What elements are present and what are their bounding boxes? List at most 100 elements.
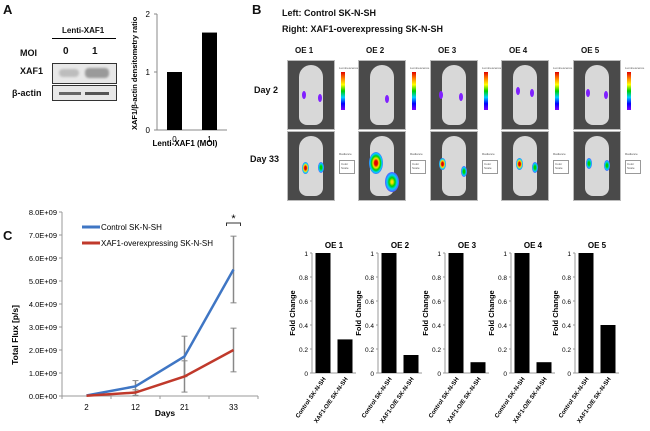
flux-series-xaf1: [86, 348, 235, 398]
fold-ytick-label: 0.8: [498, 275, 507, 282]
mouse-image: [573, 60, 621, 130]
flux-series-control: [86, 268, 235, 397]
color-scale-box: Color Scale: [339, 160, 355, 174]
mouse-image: [358, 60, 406, 130]
wb-row-xaf1: XAF1: [20, 66, 44, 76]
luminescence-scale-bar: [627, 72, 631, 110]
significance-star: *: [231, 213, 236, 225]
wb-moi-0: 0: [63, 46, 69, 57]
fold-ytick-label: 0: [503, 371, 507, 378]
scale-label: Luminescence: [410, 66, 430, 70]
radiance-label: Radiance: [625, 152, 638, 156]
bioluminescence-signal: [461, 166, 467, 177]
fold-ytick-label: 0.8: [562, 275, 571, 282]
fold-chart-title: OE 1: [325, 241, 344, 250]
bioluminescence-signal: [532, 162, 538, 173]
fold-chart-title: OE 5: [588, 241, 607, 250]
densitometry-ytick-label: 0: [146, 126, 151, 135]
bioluminescence-signal: [530, 89, 534, 97]
flux-ytick-label: 8.0E+09: [29, 208, 57, 217]
fold-ytick-label: 0.2: [365, 347, 374, 354]
mouse-silhouette: [370, 65, 394, 125]
densitometry-xtick-label: 1: [207, 135, 212, 144]
wb-header: Lenti-XAF1: [62, 26, 105, 35]
wb-moi-1: 1: [92, 46, 98, 57]
fold-ytick-label: 0.2: [562, 347, 571, 354]
densitometry-ylabel: XAF1/β-actin densitometry ratio: [130, 16, 139, 130]
column-title-oe1: OE 1: [295, 46, 314, 55]
row-label-day33: Day 33: [250, 154, 280, 164]
wb-band-actin-0: [59, 92, 81, 95]
fold-ytick-label: 0.4: [498, 323, 507, 330]
total-flux-chart: Total Flux [p/s] Days Control SK-N-SH XA…: [10, 208, 259, 418]
flux-ytick-label: 7.0E+09: [29, 231, 57, 240]
flux-ytick-label: 3.0E+09: [29, 323, 57, 332]
fold-ytick-label: 0: [304, 371, 308, 378]
fold-ytick-label: 0: [437, 371, 441, 378]
bioluminescence-signal: [318, 94, 322, 102]
wb-band-xaf1-0: [59, 69, 79, 77]
fold-bar: [381, 253, 397, 373]
panel-b-letter: B: [252, 2, 262, 17]
panel-a-letter: A: [3, 2, 13, 17]
color-scale-box: Color Scale: [482, 160, 498, 174]
fold-ylabel: Fold Change: [421, 290, 430, 335]
fold-chart-title: OE 2: [391, 241, 410, 250]
row-label-day2: Day 2: [254, 85, 279, 95]
radiance-label: Radiance: [410, 152, 423, 156]
fold-ytick-label: 0.2: [299, 347, 308, 354]
color-scale-box: Color Scale: [553, 160, 569, 174]
densitometry-ytick-label: 1: [146, 68, 151, 77]
scale-label: Luminescence: [625, 66, 645, 70]
fold-ytick-label: 0.6: [498, 299, 507, 306]
fold-ytick-label: 0.6: [432, 299, 441, 306]
radiance-label: Radiance: [482, 152, 495, 156]
densitometry-ytick-label: 2: [146, 10, 151, 19]
column-title-oe5: OE 5: [581, 46, 600, 55]
fold-ytick-label: 0.2: [432, 347, 441, 354]
fold-ytick-label: 0.6: [562, 299, 571, 306]
fold-ytick-label: 0.4: [365, 323, 374, 330]
fold-ytick-label: 0: [370, 371, 374, 378]
fold-ytick-label: 1: [567, 251, 571, 258]
color-scale-box: Color Scale: [625, 160, 641, 174]
flux-ytick-label: 2.0E+09: [29, 346, 57, 355]
mouse-image: [573, 131, 621, 201]
mouse-image: [358, 131, 406, 201]
fold-ytick-label: 0.6: [365, 299, 374, 306]
bioluminescence-signal: [302, 91, 306, 99]
densitometry-xlabel: Lenti-XAF1 (MOI): [153, 139, 218, 148]
fold-bar: [448, 253, 464, 373]
wb-row-actin: β-actin: [12, 88, 42, 98]
luminescence-scale-bar: [484, 72, 488, 110]
fold-ylabel: Fold Change: [551, 290, 560, 335]
fold-chart-title: OE 3: [458, 241, 477, 250]
flux-ylabel: Total Flux [p/s]: [10, 305, 20, 365]
bioluminescence-signal: [586, 158, 592, 169]
fold-bar: [536, 362, 552, 373]
fold-ytick-label: 0.2: [498, 347, 507, 354]
mouse-image: [287, 60, 335, 130]
scale-label: Luminescence: [482, 66, 502, 70]
fold-ytick-label: 0.8: [432, 275, 441, 282]
fold-ytick-label: 1: [370, 251, 374, 258]
flux-ytick-label: 0.0E+00: [29, 392, 57, 401]
scale-label: Luminescence: [339, 66, 359, 70]
bioluminescence-signal: [516, 158, 523, 170]
fold-ylabel: Fold Change: [288, 290, 297, 335]
flux-ytick-label: 4.0E+09: [29, 300, 57, 309]
fold-bar: [578, 253, 594, 373]
flux-ytick-label: 6.0E+09: [29, 254, 57, 263]
scale-label: Luminescence: [553, 66, 573, 70]
fold-ytick-label: 0.8: [365, 275, 374, 282]
densitometry-xtick-label: 0: [172, 135, 177, 144]
bioluminescence-signal: [459, 93, 463, 101]
fold-ytick-label: 0.4: [299, 323, 308, 330]
panel-c-letter: C: [3, 228, 13, 243]
mouse-image: [430, 60, 478, 130]
legend-label-xaf1: XAF1-overexpressing SK-N-SH: [101, 239, 213, 248]
